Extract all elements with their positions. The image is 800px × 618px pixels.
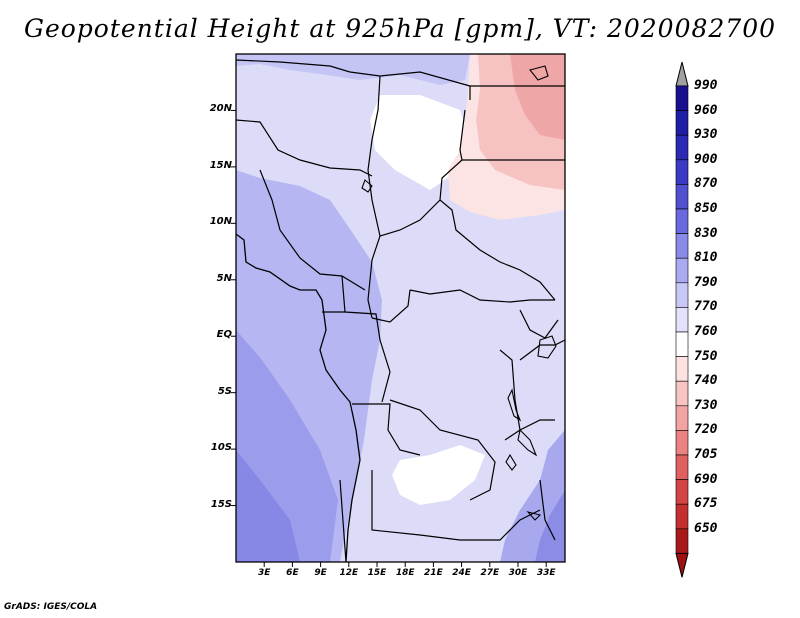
country-borders [235,59,566,563]
height-field-850-southeast [535,490,565,562]
lon-tick-label: 30E [508,568,528,578]
colorbar-level-label: 870 [694,176,718,192]
lat-tick-label: 15N [209,159,232,171]
lat-tick-label: 15S [210,498,232,510]
colorbar-swatch [675,184,689,210]
colorbar-level-label: 790 [694,274,718,290]
colorbar-swatch [675,134,689,161]
colorbar-level-label: 740 [694,373,718,389]
colorbar-level-label: 930 [694,127,718,143]
colorbar-swatch [675,405,689,431]
lon-tick-label: 9E [314,568,327,578]
lat-tick-label: 10N [209,216,232,228]
height-field-770-south [392,445,485,505]
colorbar-level-label: 850 [694,201,718,216]
height-field-850-southwest [236,450,300,562]
lon-tick-label: 18E [395,568,415,578]
colorbar-swatch [675,380,689,407]
lat-tick-label: 5N [216,272,232,284]
coastline [235,233,361,563]
colorbar-bottom-arrow [675,552,689,578]
grads-credit: GrADS: IGES/COLA [4,602,98,612]
lon-tick-label: 33E [536,568,556,578]
colorbar-level-label: 690 [694,471,718,487]
lon-tick-label: 3E [257,568,271,578]
colorbar-swatch [675,159,689,185]
colorbar-swatch [675,233,689,259]
colorbar-swatch [675,503,689,530]
colorbar-swatch [675,257,689,284]
colorbar-swatch [675,528,689,554]
height-field-730-northeast [510,54,565,140]
colorbar-swatch [675,307,689,333]
lat-tick-label: EQ [216,329,232,341]
height-field-770-north [370,95,470,190]
map-title: Geopotential Height at 925hPa [gpm], VT:… [23,14,777,43]
colorbar-level-label: 705 [694,447,718,462]
colorbar-level-label: 675 [694,496,718,512]
lon-tick-label: 24E [452,568,471,578]
lon-tick-label: 6E [286,568,299,578]
colorbar [675,61,689,578]
colorbar-swatch [675,479,689,505]
lon-tick-label: 12E [339,568,359,578]
colorbar-level-label: 720 [694,422,718,438]
colorbar-swatch [675,331,689,357]
lat-tick-label: 10S [210,442,232,454]
colorbar-swatch [675,430,689,456]
lat-tick-label: 20N [209,103,232,115]
colorbar-top-arrow [675,61,689,87]
lon-tick-label: 15E [367,568,387,578]
colorbar-swatch [675,454,689,480]
colorbar-level-label: 900 [694,151,718,167]
height-field-790-north [236,54,470,85]
colorbar-level-label: 750 [694,348,718,364]
axis-ticks [231,109,547,567]
colorbar-level-label: 650 [694,520,718,536]
colorbar-level-label: 730 [694,397,718,413]
colorbar-level-label: 960 [694,102,718,118]
lat-tick-label: 5S [217,385,232,397]
lon-tick-label: 27E [480,568,500,578]
lon-tick-label: 21E [424,568,443,578]
colorbar-swatch [675,356,689,382]
colorbar-level-label: 810 [694,250,718,266]
colorbar-level-label: 830 [694,225,718,241]
colorbar-level-label: 770 [694,299,718,315]
colorbar-swatch [675,110,689,136]
lakes [361,65,557,521]
map-frame [235,53,566,563]
colorbar-swatch [675,85,689,111]
colorbar-swatch [675,282,689,308]
colorbar-swatch [675,208,689,234]
colorbar-level-label: 990 [694,78,718,93]
colorbar-level-label: 760 [694,324,718,339]
